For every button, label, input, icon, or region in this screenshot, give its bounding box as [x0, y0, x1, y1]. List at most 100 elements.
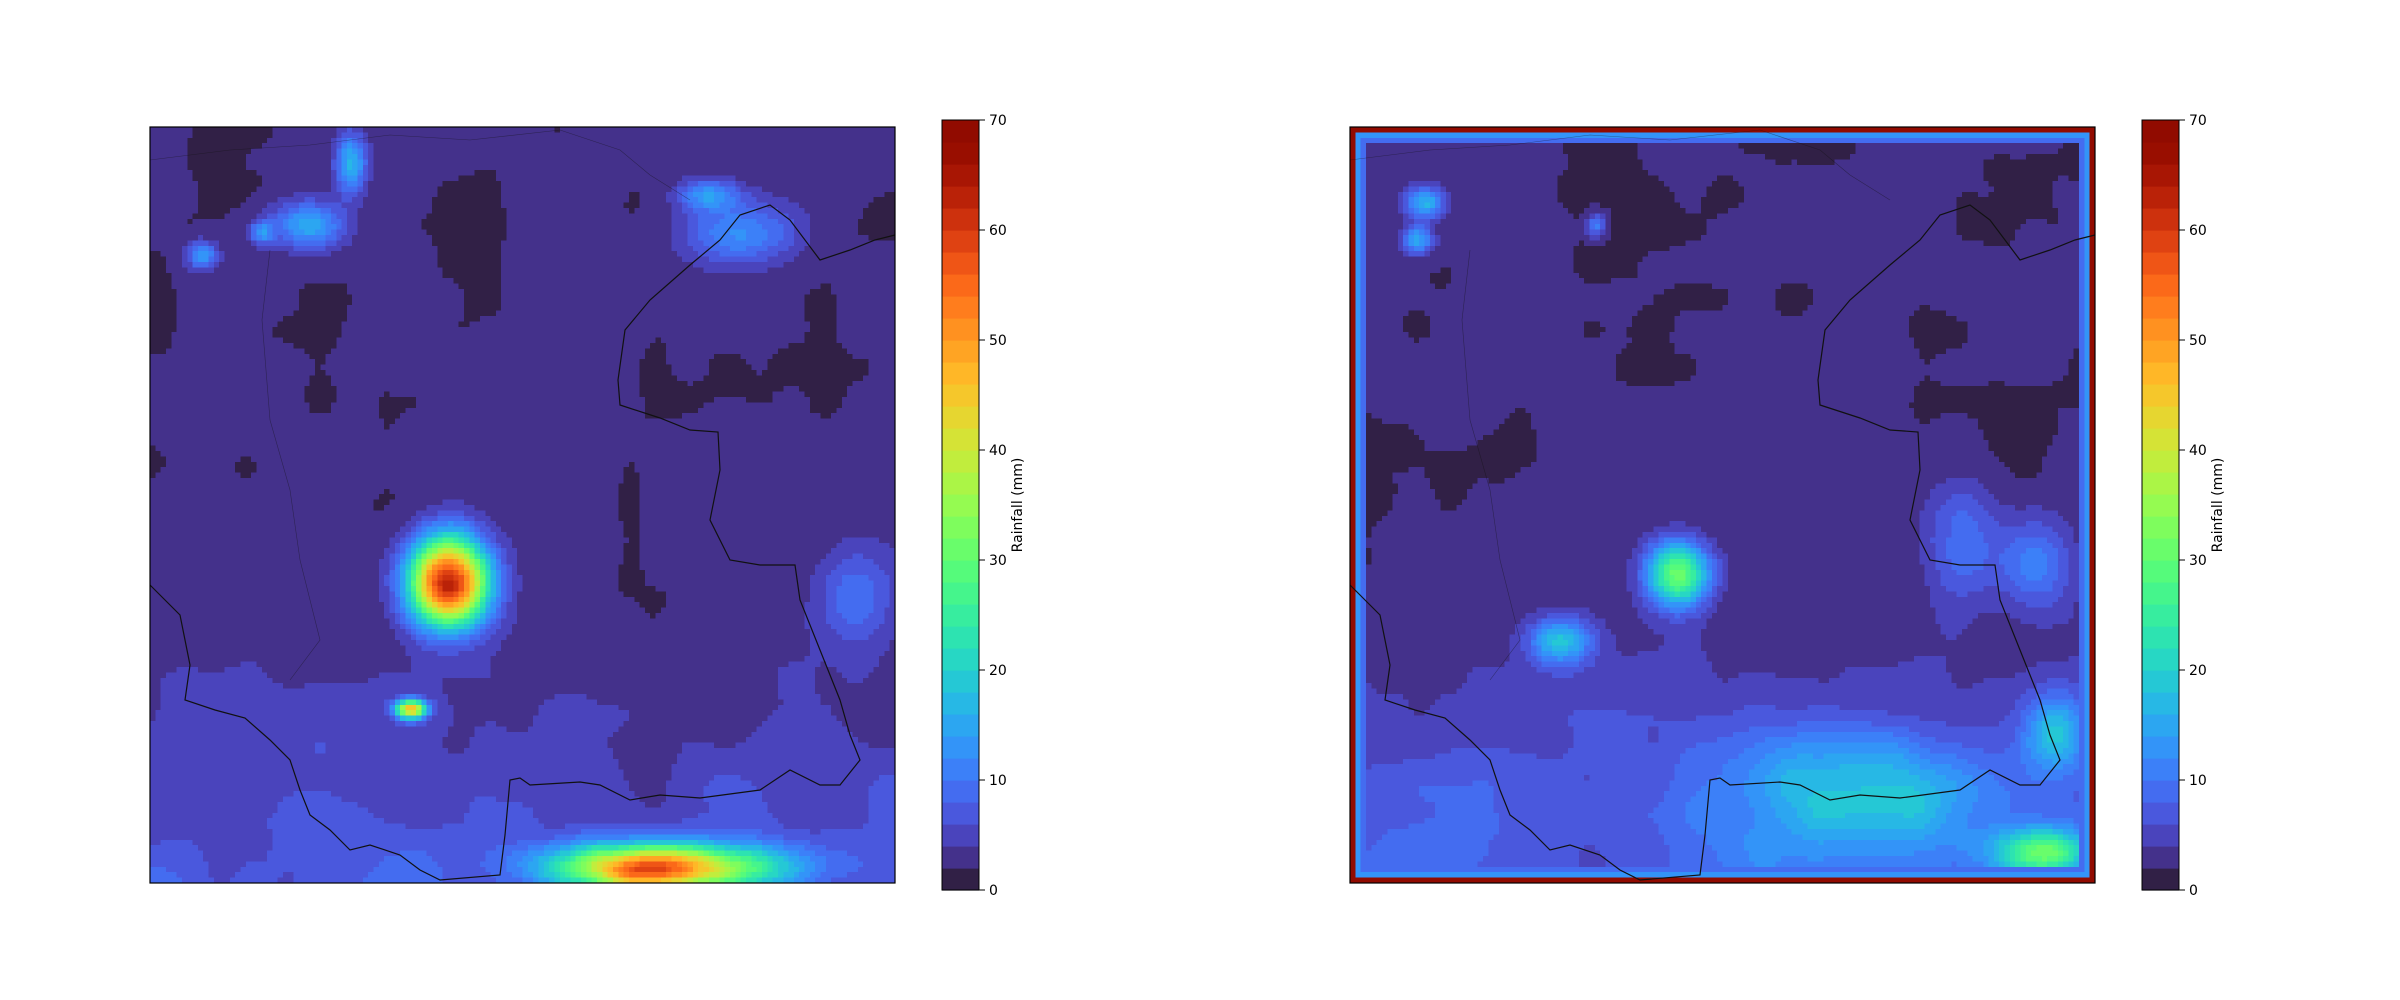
- colorbar-tick-label: 50: [2189, 333, 2207, 349]
- colorbar-segment: [942, 626, 979, 649]
- colorbar-segment: [2142, 516, 2179, 539]
- colorbar-tick-label: 10: [989, 773, 1007, 789]
- colorbar-label-1: Rainfall (mm): [1010, 458, 1026, 553]
- colorbar-tick-label: 40: [2189, 443, 2207, 459]
- colorbar-segment: [2142, 538, 2179, 561]
- colorbar-segment: [942, 868, 979, 891]
- colorbar-segment: [942, 318, 979, 341]
- colorbar-segment: [942, 362, 979, 385]
- interior-border-1: [149, 129, 691, 681]
- colorbar-tick-label: 60: [2189, 223, 2207, 239]
- borders-2: [1349, 204, 2096, 881]
- colorbar-segment: [2142, 120, 2179, 143]
- colorbar-tick-label: 20: [989, 663, 1007, 679]
- colorbar-segment: [942, 494, 979, 517]
- colorbar-segment: [942, 736, 979, 759]
- colorbar-segment: [942, 186, 979, 209]
- colorbar-tick-label: 30: [989, 553, 1007, 569]
- rainfall-map-2: 0 10 20 30 40 50 60 70 Rainfall (mm): [1349, 113, 2226, 899]
- colorbar-segment: [942, 164, 979, 187]
- colorbar-label-2: Rainfall (mm): [2210, 458, 2226, 553]
- rainfall-heatmap-2: [1350, 127, 2095, 883]
- colorbar-segment: [942, 802, 979, 825]
- colorbar-1: [941, 119, 980, 891]
- colorbar-segment: [2142, 648, 2179, 671]
- colorbar-segment: [942, 670, 979, 693]
- colorbar-segment: [2142, 560, 2179, 583]
- colorbar-segment: [2142, 868, 2179, 891]
- colorbar-frame: [941, 119, 980, 891]
- colorbar-tick-label: 70: [2189, 113, 2207, 129]
- colorbar-segment: [942, 604, 979, 627]
- colorbar-segment: [942, 230, 979, 253]
- colorbar-segment: [942, 824, 979, 847]
- colorbar-segment: [2142, 406, 2179, 429]
- coastline-overlay-1: [149, 129, 896, 881]
- colorbar-segment: [942, 846, 979, 869]
- colorbar-segment: [2142, 186, 2179, 209]
- colorbar-segment: [942, 582, 979, 605]
- colorbar-segment: [942, 274, 979, 297]
- colorbar-segment: [942, 516, 979, 539]
- colorbar-segment: [942, 340, 979, 363]
- colorbar-segment: [2142, 472, 2179, 495]
- coastline-overlay-2: [1349, 129, 2096, 881]
- rainfall-heatmap-1: [150, 127, 895, 883]
- colorbar-segment: [2142, 274, 2179, 297]
- colorbar-segment: [2142, 670, 2179, 693]
- colorbar-segment: [2142, 450, 2179, 473]
- colorbar-segment: [942, 406, 979, 429]
- colorbar-segment: [2142, 318, 2179, 341]
- colorbar-segment: [2142, 296, 2179, 319]
- colorbar-segment: [2142, 362, 2179, 385]
- colorbar-segment: [942, 780, 979, 803]
- borders-1: [149, 204, 896, 881]
- colorbar-segment: [2142, 846, 2179, 869]
- colorbar-segment: [2142, 384, 2179, 407]
- colorbar-tick-label: 20: [2189, 663, 2207, 679]
- colorbar-tick-label: 60: [989, 223, 1007, 239]
- colorbar-2: [2141, 119, 2180, 891]
- colorbar-segment: [942, 428, 979, 451]
- colorbar-segment: [2142, 340, 2179, 363]
- axes-frame-2: [1349, 126, 2096, 884]
- colorbar-segment: [2142, 780, 2179, 803]
- rainfall-map-1: 0 10 20 30 40 50 60 70 Rainfall (mm): [149, 113, 1026, 899]
- colorbar-segment: [2142, 604, 2179, 627]
- colorbar-segment: [942, 450, 979, 473]
- colorbar-segment: [2142, 164, 2179, 187]
- colorbar-tick-label: 0: [989, 883, 998, 899]
- colorbar-segment: [942, 648, 979, 671]
- colorbar-segment: [942, 472, 979, 495]
- colorbar-segment: [2142, 208, 2179, 231]
- colorbar-segment: [942, 560, 979, 583]
- colorbar-ticks-2: 0 10 20 30 40 50 60 70: [2179, 113, 2207, 899]
- colorbar-segment: [942, 252, 979, 275]
- colorbar-segment: [942, 692, 979, 715]
- colorbar-segment: [2142, 626, 2179, 649]
- colorbar-segment: [942, 142, 979, 165]
- colorbar-segment: [2142, 824, 2179, 847]
- colorbar-segment: [942, 714, 979, 737]
- colorbar-segment: [942, 208, 979, 231]
- colorbar-segment: [2142, 494, 2179, 517]
- colorbar-segment: [942, 384, 979, 407]
- colorbar-tick-label: 50: [989, 333, 1007, 349]
- colorbar-segment: [2142, 252, 2179, 275]
- colorbar-tick-label: 30: [2189, 553, 2207, 569]
- colorbar-segment: [2142, 714, 2179, 737]
- colorbar-tick-label: 40: [989, 443, 1007, 459]
- colorbar-segment: [942, 758, 979, 781]
- colorbar-segment: [942, 296, 979, 319]
- colorbar-segment: [2142, 802, 2179, 825]
- colorbar-tick-label: 70: [989, 113, 1007, 129]
- colorbar-segment: [2142, 582, 2179, 605]
- colorbar-segment: [942, 538, 979, 561]
- axes-frame-1: [149, 126, 896, 884]
- colorbar-segment: [2142, 736, 2179, 759]
- colorbar-segment: [2142, 758, 2179, 781]
- colorbar-segment: [2142, 142, 2179, 165]
- colorbar-ticks-1: 0 10 20 30 40 50 60 70: [979, 113, 1007, 899]
- colorbar-tick-label: 0: [2189, 883, 2198, 899]
